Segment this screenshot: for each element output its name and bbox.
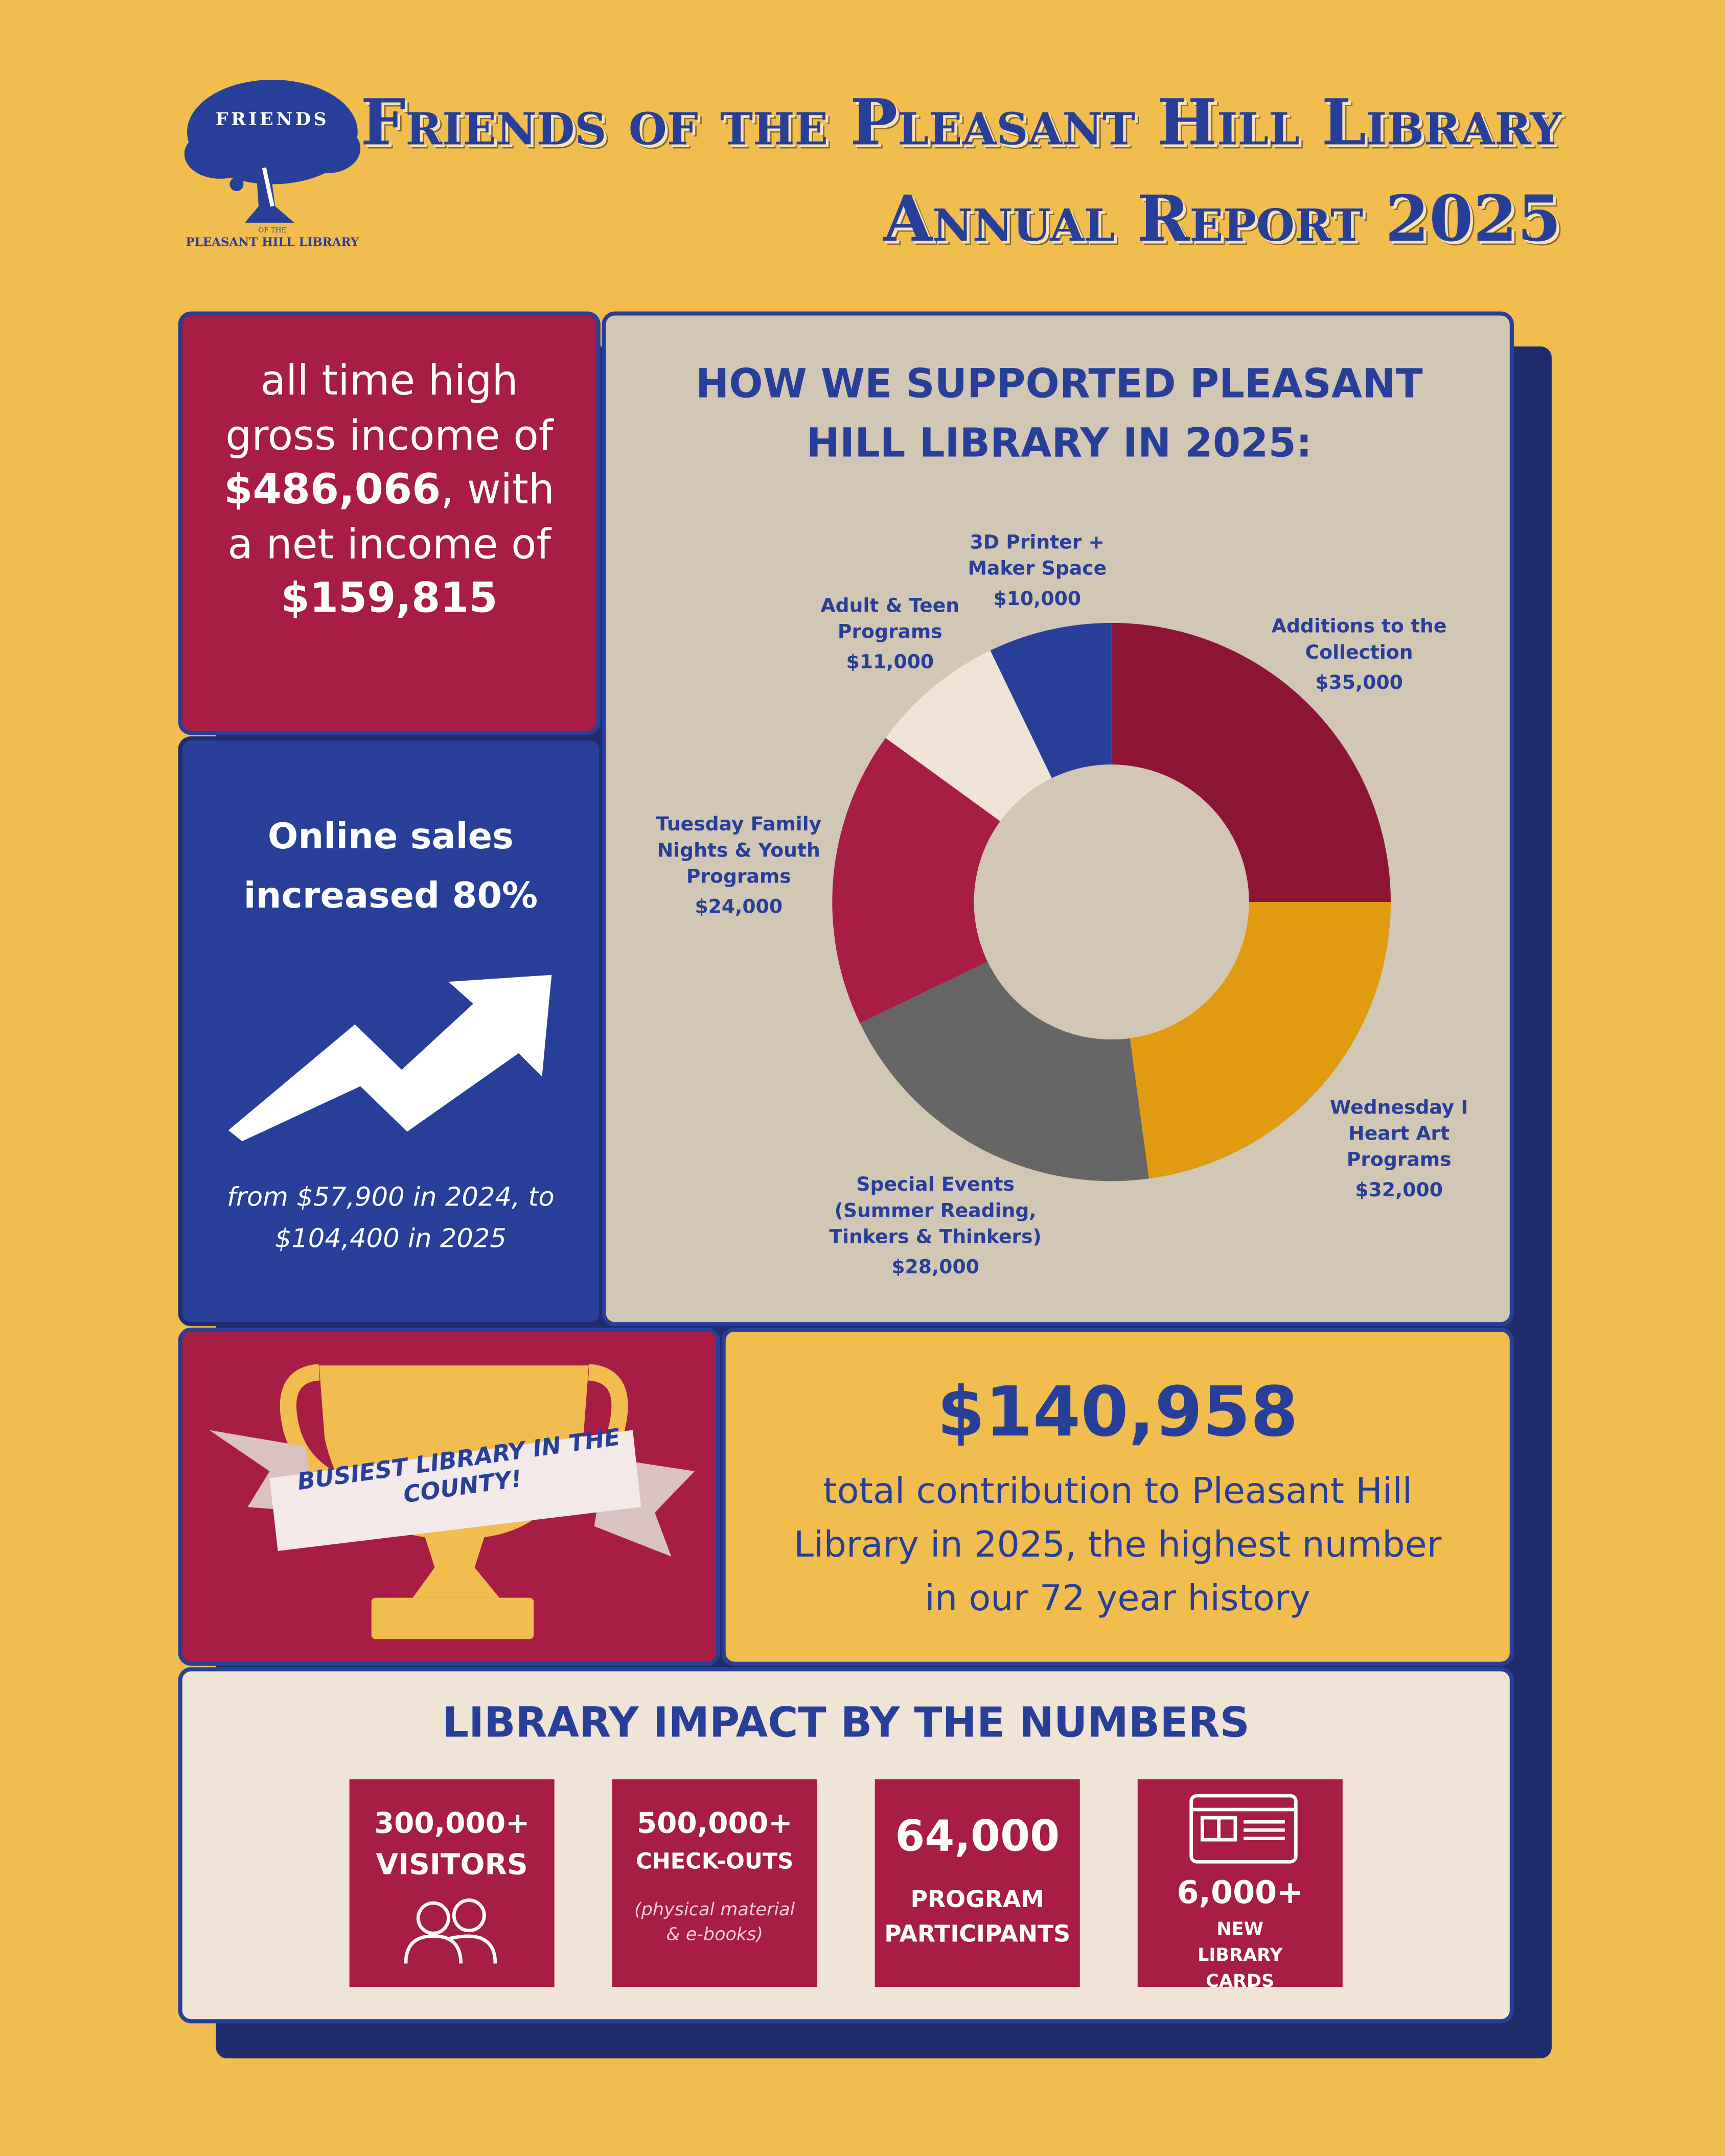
slice-value: $32,000 [1355,1179,1443,1202]
slice-value: $24,000 [695,896,783,919]
stat-box [875,1779,1080,1987]
donut-slice [1130,902,1391,1179]
stat-value: 64,000 [895,1812,1060,1862]
donut-slice [1111,622,1391,902]
stat-box [1137,1779,1343,1987]
stat-box [349,1779,555,1987]
income-gross: $486,066 [224,466,441,515]
donut [832,622,1391,1181]
stat-visitors: 300,000+ VISITORS [350,1779,555,1987]
people-icon [404,1898,497,1964]
income-part: all time high gross income of [225,357,554,460]
donut-slice [885,650,1052,821]
donut-slice [990,622,1112,778]
slice-value: $10,000 [993,588,1082,611]
income-part: , with a net income of [227,466,555,569]
impact-title: LIBRARY IMPACT BY THE NUMBERS [442,1699,1250,1748]
online-detail: from $57,900 in 2024, to $104,400 in 202… [226,1183,555,1254]
logo-middle: OF THE [258,226,287,236]
stat-value: 6,000+ [1177,1875,1304,1912]
ribbon [209,1430,695,1557]
slice-name: Tuesday Family Nights & Youth Programs [656,814,822,889]
slice-name: Adult & Teen Programs [820,595,960,644]
donut-slice [832,738,1000,1024]
stat-checkouts: 500,000+ CHECK-OUTS (physical material &… [612,1779,817,1987]
slice-name: 3D Printer + Maker Space [968,532,1107,581]
logo-top: FRIENDS [215,110,330,131]
contribution-text: total contribution to Pleasant Hill Libr… [794,1471,1442,1620]
stat-label: CHECK-OUTS [636,1848,794,1874]
slice-value: $35,000 [1315,672,1403,694]
stat-value: 500,000+ [636,1806,793,1840]
contribution-amount: $140,958 [937,1372,1299,1452]
chart-title: HOW WE SUPPORTED PLEASANT HILL LIBRARY I… [695,360,1423,467]
online-panel [178,736,604,1327]
slice-name: Special Events (Summer Reading, Tinkers … [829,1174,1042,1249]
logo-bottom: PLEASANT HILL LIBRARY [186,236,359,250]
slice-value: $11,000 [846,652,934,674]
online-headline: Online sales increased 80% [243,817,538,917]
slice-label: Additions to the Collection $35,000 [1270,615,1448,697]
income-panel [178,311,601,735]
stat-cards: 6,000+ NEW LIBRARY CARDS [1138,1779,1343,1992]
card-icon [1189,1794,1298,1864]
slice-label: Special Events (Summer Reading, Tinkers … [815,1173,1056,1282]
stat-participants: 64,000 PROGRAM PARTICIPANTS [875,1779,1080,1987]
stat-label: VISITORS [376,1848,528,1881]
income-text: all time high gross income of $486,066, … [206,355,572,626]
slice-name: Additions to the Collection [1271,616,1447,664]
header-subtitle: Annual Report 2025 [883,181,1561,256]
growth-arrow [228,975,552,1142]
slice-label: Adult & Teen Programs $11,000 [808,594,973,676]
stat-label: NEW LIBRARY CARDS [1198,1919,1283,1992]
stat-label: PROGRAM PARTICIPANTS [884,1886,1071,1949]
donut-slice [860,961,1149,1181]
stat-note: (physical material & e-books) [634,1900,795,1946]
logo [184,80,361,223]
header-title: Friends of the Pleasant Hill Library [360,85,1561,160]
stat-box [612,1779,817,1987]
stat-value: 300,000+ [374,1806,530,1840]
slice-label: Wednesday I Heart Art Programs $32,000 [1317,1096,1482,1204]
slice-name: Wednesday I Heart Art Programs [1329,1097,1468,1172]
income-net: $159,815 [281,574,498,623]
contribution-panel [721,1327,1514,1666]
slice-label: Tuesday Family Nights & Youth Programs $2… [639,813,838,921]
slice-label: 3D Printer + Maker Space $10,000 [955,531,1120,613]
slice-value: $28,000 [891,1257,979,1279]
